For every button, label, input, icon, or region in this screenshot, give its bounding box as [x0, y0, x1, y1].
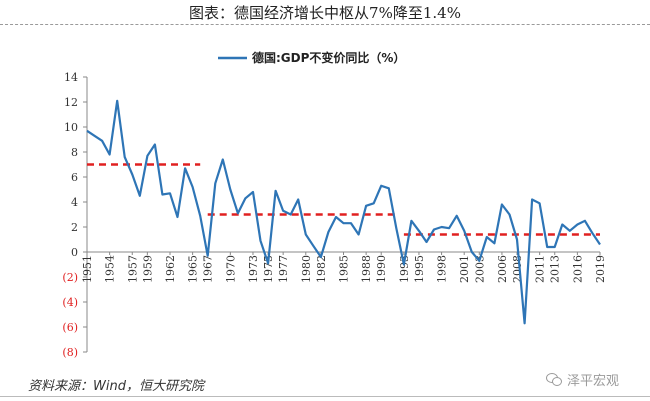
x-tick-label: 1951 — [81, 255, 94, 283]
x-tick-label: 2006 — [496, 255, 509, 283]
watermark-text: 泽平宏观 — [567, 374, 620, 389]
x-tick-label: 1975 — [262, 255, 275, 283]
wechat-icon — [546, 373, 563, 386]
y-tick-label: 4 — [71, 196, 78, 209]
y-tick-label: 6 — [71, 171, 78, 184]
x-tick-label: 1957 — [126, 255, 139, 283]
source-note: 资料来源：Wind，恒大研究院 — [28, 379, 204, 394]
series-line-gdp — [86, 99, 601, 325]
x-tick-label: 1954 — [104, 255, 117, 283]
x-tick-label: 1988 — [360, 255, 373, 283]
x-tick-label: 1977 — [277, 255, 290, 283]
x-tick-label: 1990 — [375, 255, 388, 283]
x-tick-label: 1982 — [315, 255, 328, 283]
x-tick-label: 1973 — [247, 255, 260, 283]
x-axis: 1951 1954 1957 1959 1962 1965 1967 1970 1973 1975… — [81, 251, 607, 283]
x-tick-label: 1993 — [398, 255, 411, 283]
series-lines — [86, 99, 601, 325]
y-tick-label: (6) — [62, 321, 78, 334]
y-tick-label: (4) — [62, 296, 78, 309]
y-tick-label: (8) — [62, 346, 78, 359]
x-tick-label: 2003 — [473, 255, 486, 283]
x-tick-label: 2013 — [549, 255, 562, 283]
x-tick-label: 2016 — [571, 255, 584, 283]
bottom-divider — [0, 396, 650, 397]
y-tick-label: 10 — [64, 121, 78, 134]
x-tick-label: 1998 — [436, 255, 449, 283]
page-title: 图表：德国经济增长中枢从7%降至1.4% — [189, 4, 461, 22]
x-tick-label: 1985 — [338, 255, 351, 283]
y-axis: 14 12 10 8 6 4 2 0 (2) (4) (6) (8) — [62, 71, 88, 359]
x-tick-label: 1962 — [164, 255, 177, 283]
x-tick-label: 2011 — [534, 255, 547, 283]
x-tick-label: 1967 — [202, 255, 215, 283]
y-tick-label: 14 — [64, 71, 78, 84]
x-tick-label: 1965 — [187, 255, 200, 283]
y-tick-label: 12 — [64, 96, 78, 109]
y-tick-label: 0 — [71, 246, 78, 259]
x-tick-label: 1970 — [224, 255, 237, 283]
x-tick-label: 1959 — [141, 255, 154, 283]
x-tick-label: 1995 — [413, 255, 426, 283]
legend: 德国:GDP不变价同比（%） — [218, 50, 405, 65]
y-tick-label: 2 — [71, 221, 78, 234]
x-tick-label: 1980 — [300, 255, 313, 283]
legend-label: 德国:GDP不变价同比（%） — [252, 50, 405, 65]
y-tick-label: 8 — [71, 146, 78, 159]
watermark: 泽平宏观 — [546, 370, 619, 389]
y-tick-label: (2) — [62, 271, 78, 284]
x-tick-label: 2019 — [594, 255, 607, 283]
x-tick-label: 2001 — [458, 255, 471, 283]
title-divider — [0, 24, 650, 25]
x-tick-label: 2008 — [511, 255, 524, 283]
